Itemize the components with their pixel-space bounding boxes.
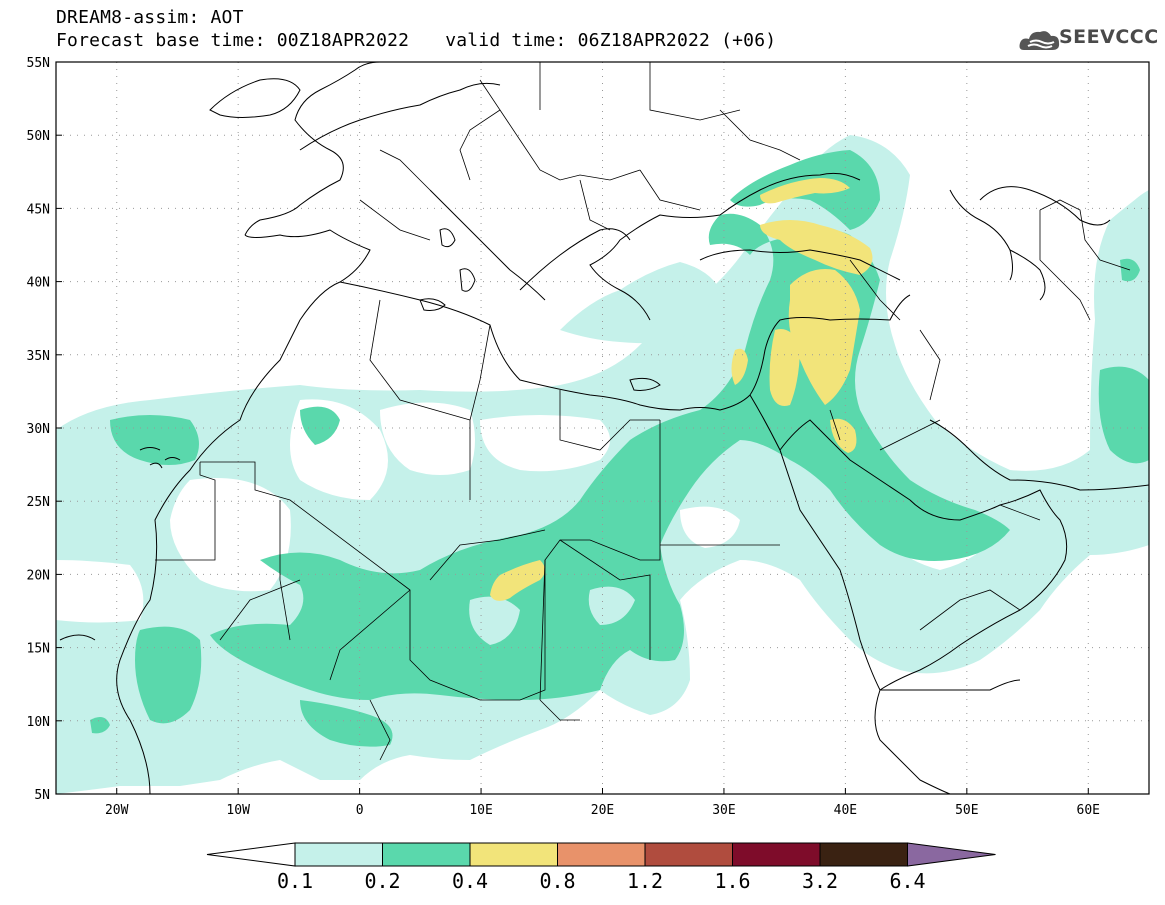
map-grid [56, 62, 1149, 794]
colorbar-max-arrow [907, 842, 996, 867]
aot-region-high [731, 348, 748, 385]
lon-label: 60E [1077, 803, 1100, 818]
logo-text: SEEVCCC [1059, 26, 1159, 48]
colorbar-label: 0.4 [452, 869, 488, 893]
aot-region-high [788, 269, 860, 405]
aot-region-medium [135, 626, 202, 724]
aot-region-medium [300, 700, 393, 747]
lat-label: 30N [27, 422, 50, 437]
lat-label: 45N [27, 202, 50, 217]
colorbar-label: 0.2 [364, 869, 400, 893]
lon-label: 20E [591, 803, 614, 818]
aot-region-medium [300, 406, 340, 445]
borders [155, 62, 1131, 761]
lon-label: 10E [469, 803, 492, 818]
colorbar-min-arrow [206, 842, 296, 867]
colorbar-swatch [732, 842, 821, 867]
colorbar-label: 1.6 [714, 869, 750, 893]
colorbar-label: 6.4 [889, 869, 925, 893]
aot-region-high [769, 329, 800, 406]
lat-label: 5N [34, 788, 50, 803]
aot-region-high [490, 560, 545, 601]
coastlines [59, 62, 1149, 794]
lat-label: 50N [27, 129, 50, 144]
lat-label: 10N [27, 715, 50, 730]
lon-label: 30E [712, 803, 735, 818]
aot-region-medium [110, 415, 199, 465]
lon-label: 0 [356, 803, 364, 818]
colorbar-label: 1.2 [627, 869, 663, 893]
longitude-labels: 20W 10W 0 10E 20E 30E 40E 50E 60E [105, 788, 1100, 818]
lat-label: 15N [27, 642, 50, 657]
lat-label: 40N [27, 276, 50, 291]
time-info: Forecast base time: 00Z18APR2022 valid ti… [56, 31, 776, 51]
aot-region-high [830, 418, 857, 453]
lon-label: 50E [955, 803, 978, 818]
lat-label: 25N [27, 495, 50, 510]
colorbar-swatch [294, 842, 383, 867]
colorbar-swatch [644, 842, 733, 867]
aot-region-low [56, 135, 1149, 794]
aot-field [56, 135, 1149, 794]
colorbar-swatch [469, 842, 558, 867]
colorbar-swatch [557, 842, 646, 867]
colorbar-label: 3.2 [802, 869, 838, 893]
colorbar-label: 0.8 [539, 869, 575, 893]
lat-label: 55N [27, 56, 50, 71]
map-title: DREAM8-assim: AOT [56, 7, 244, 28]
latitude-labels: 55N 50N 45N 40N 35N 30N 25N 20N 15N 10N 5N [27, 56, 62, 803]
lon-label: 10W [226, 803, 250, 818]
cloud-icon [1019, 31, 1060, 50]
aot-region-high [760, 220, 873, 275]
base-time: Forecast base time: 00Z18APR2022 [56, 30, 410, 51]
aot-region-medium [1098, 366, 1149, 464]
aot-region-high [760, 178, 850, 204]
colorbar-swatch [382, 842, 471, 867]
lat-label: 35N [27, 349, 50, 364]
colorbar: 0.1 0.2 0.4 0.8 1.2 1.6 3.2 6.4 [206, 842, 996, 893]
colorbar-label: 0.1 [277, 869, 313, 893]
valid-time: valid time: 06Z18APR2022 (+06) [445, 30, 777, 51]
lat-label: 20N [27, 568, 50, 583]
lon-label: 20W [105, 803, 129, 818]
colorbar-swatch [819, 842, 908, 867]
aot-region-low [560, 262, 720, 344]
lon-label: 40E [834, 803, 857, 818]
